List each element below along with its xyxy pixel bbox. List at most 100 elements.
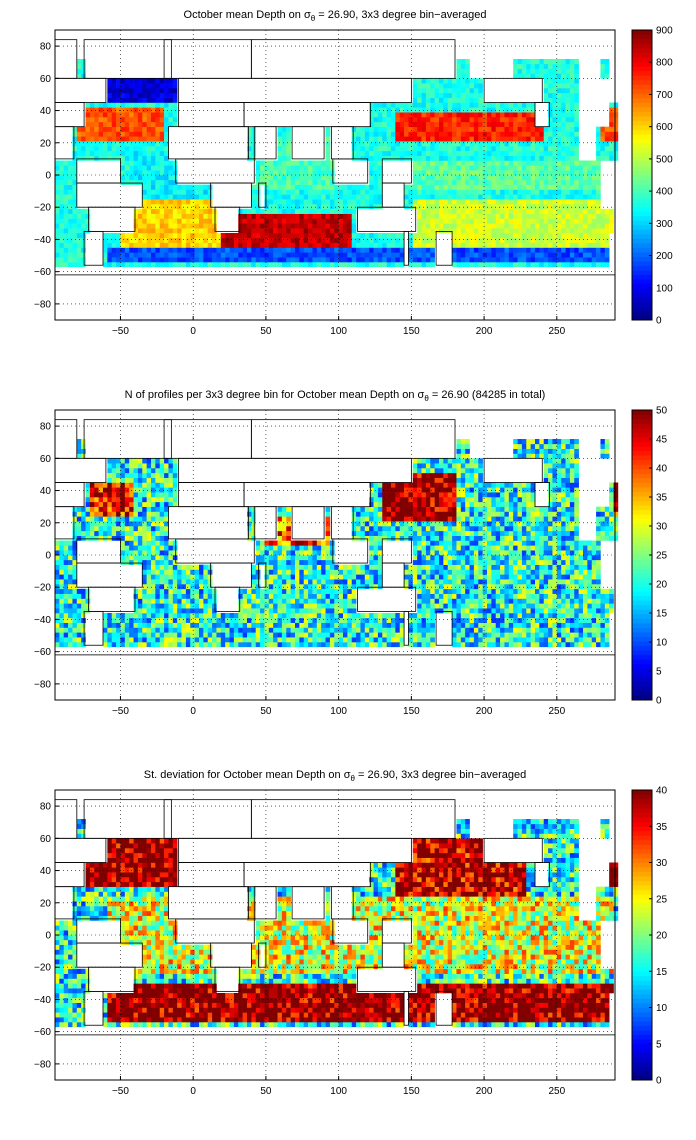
data-cell [417, 160, 422, 166]
data-cell [535, 170, 540, 176]
data-cell [85, 487, 91, 493]
data-cell [281, 199, 287, 205]
data-cell [199, 598, 204, 604]
data-cell [255, 622, 261, 628]
data-cell [408, 204, 414, 210]
data-cell [116, 252, 121, 258]
data-cell [356, 242, 361, 248]
data-cell [194, 584, 200, 590]
data-cell [430, 88, 435, 94]
data-cell [72, 506, 78, 512]
data-cell [277, 593, 283, 599]
data-cell [81, 150, 86, 156]
data-cell [295, 165, 300, 171]
data-cell [199, 213, 204, 219]
data-cell [238, 613, 243, 619]
data-cell [299, 550, 305, 556]
data-cell [530, 218, 536, 224]
data-cell [504, 179, 510, 185]
data-cell [347, 218, 353, 224]
data-cell [76, 131, 82, 137]
data-cell [281, 579, 287, 585]
data-cell [81, 637, 86, 643]
data-cell [439, 136, 444, 142]
data-cell [190, 579, 195, 585]
data-cell [212, 617, 217, 623]
data-cell [604, 126, 610, 132]
data-cell [164, 112, 169, 118]
data-cell [430, 242, 435, 248]
data-cell [63, 179, 69, 185]
data-cell [277, 184, 283, 190]
data-cell [286, 584, 291, 590]
data-cell [508, 252, 514, 258]
data-cell [513, 136, 518, 142]
data-cell [264, 257, 270, 263]
data-cell [325, 194, 331, 200]
data-cell [68, 622, 73, 628]
data-cell [181, 608, 187, 614]
data-cell [290, 247, 296, 253]
data-cell [164, 613, 169, 619]
data-cell [85, 112, 91, 118]
data-cell [290, 608, 296, 614]
data-cell [487, 102, 492, 108]
data-cell [103, 155, 108, 161]
data-cell [129, 540, 134, 546]
data-cell [565, 102, 571, 108]
data-cell [76, 588, 82, 594]
data-cell [155, 501, 161, 507]
data-cell [199, 242, 204, 248]
data-cell [264, 545, 270, 551]
data-cell [268, 540, 274, 546]
data-cell [199, 574, 204, 580]
data-cell [548, 78, 553, 84]
data-cell [456, 242, 462, 248]
data-cell [72, 150, 78, 156]
data-cell [386, 131, 392, 137]
data-cell [548, 204, 553, 210]
data-cell [260, 170, 265, 176]
data-cell [277, 252, 283, 258]
data-cell [561, 175, 566, 181]
data-cell [286, 545, 291, 551]
data-cell [85, 521, 91, 527]
data-cell [500, 170, 505, 176]
data-cell [142, 184, 147, 190]
data-cell [578, 247, 584, 253]
data-cell [168, 613, 174, 619]
data-cell [517, 141, 523, 147]
data-cell [120, 97, 126, 103]
data-cell [591, 233, 597, 239]
data-cell [377, 141, 383, 147]
data-cell [443, 199, 449, 205]
data-cell [569, 170, 575, 176]
data-cell [55, 165, 60, 171]
data-cell [325, 184, 331, 190]
data-cell [408, 184, 414, 190]
data-cell [142, 160, 147, 166]
data-cell [177, 223, 182, 229]
data-cell [281, 223, 287, 229]
data-cell [168, 257, 174, 263]
data-cell [574, 165, 579, 171]
data-cell [190, 189, 195, 195]
data-cell [168, 237, 174, 243]
data-cell [247, 642, 252, 648]
data-cell [286, 155, 291, 161]
data-cell [417, 83, 422, 89]
data-cell [517, 68, 523, 74]
data-cell [133, 603, 139, 609]
data-cell [281, 637, 287, 643]
data-cell [120, 627, 126, 633]
data-cell [290, 637, 296, 643]
data-cell [164, 555, 169, 561]
data-cell [604, 223, 610, 229]
data-cell [137, 603, 143, 609]
data-cell [591, 228, 597, 234]
data-cell [168, 175, 174, 181]
data-cell [565, 126, 571, 132]
data-cell [412, 237, 418, 243]
data-cell [369, 262, 374, 268]
data-cell [465, 204, 470, 210]
